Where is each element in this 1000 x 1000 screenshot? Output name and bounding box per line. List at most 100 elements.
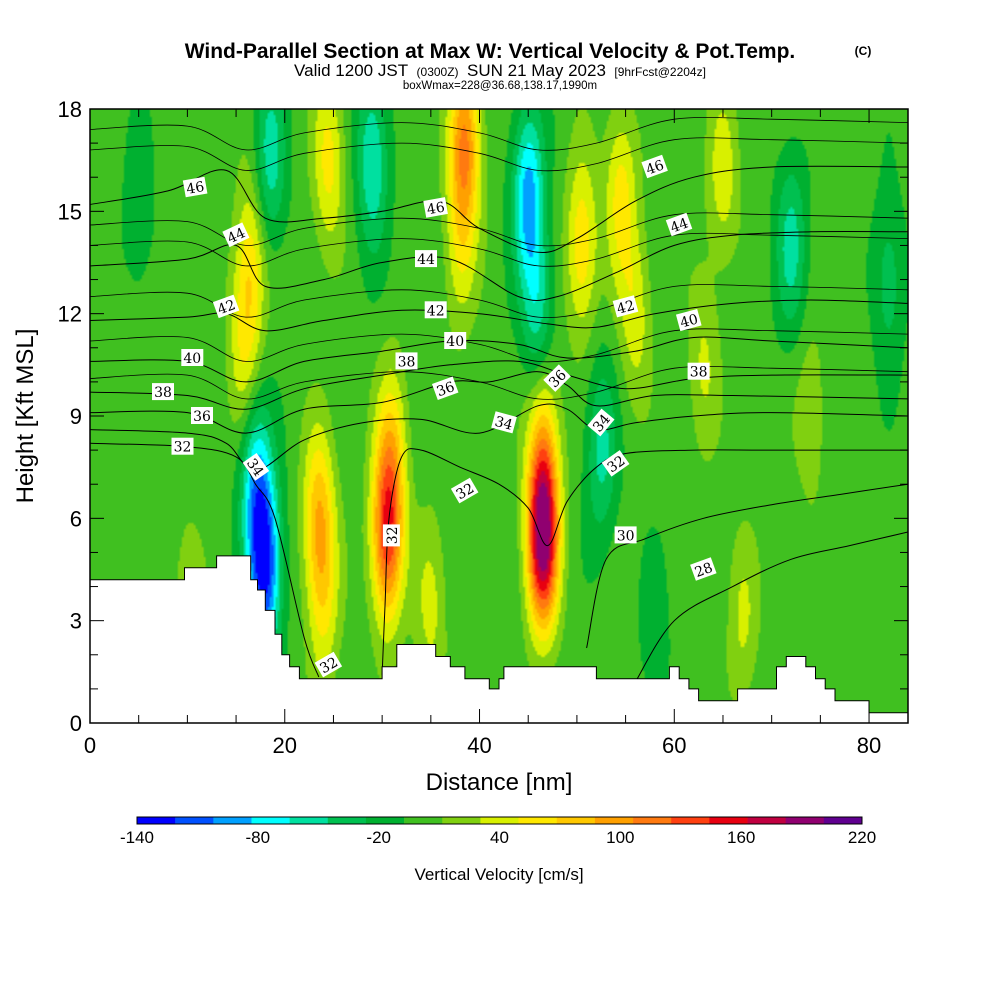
contour-label-extra-1: 44	[415, 250, 437, 268]
colorbar-segment	[671, 817, 710, 824]
contour-label-box	[222, 222, 250, 248]
contour-label-text: 38	[690, 365, 708, 381]
y-tick-label: 0	[70, 711, 82, 736]
colorbar-segment	[594, 817, 634, 824]
theta-contour-28	[634, 531, 908, 683]
contour-label-text: 42	[615, 298, 636, 318]
colorbar-segment	[556, 817, 596, 824]
contour-label-box	[612, 295, 639, 318]
colorbar-segment	[289, 817, 329, 824]
theta-contour-32	[381, 448, 908, 676]
contour-label-extra-7: 32	[450, 477, 479, 504]
contour-label-extra-16: 32	[314, 651, 343, 678]
theta-contour-38	[90, 360, 908, 410]
contour-label-32: 32	[382, 524, 401, 547]
theta-contour-minor	[90, 116, 908, 151]
contour-label-40: 40	[181, 349, 204, 367]
contour-label-box	[614, 526, 637, 544]
contour-label-box	[641, 154, 668, 179]
contour-label-text: 32	[317, 654, 340, 677]
contour-label-box	[314, 651, 343, 678]
contour-label-extra-3: 40	[444, 332, 467, 350]
contour-label-text: 46	[644, 157, 666, 178]
contour-label-text: 44	[668, 215, 690, 236]
contour-label-text: 32	[385, 526, 401, 544]
contour-label-text: 44	[417, 252, 435, 268]
contour-label-text: 34	[493, 414, 514, 434]
contour-label-box	[424, 301, 447, 319]
colorbar-segment	[327, 817, 367, 824]
x-tick-label: 20	[273, 733, 297, 758]
contour-label-box	[181, 349, 204, 366]
colorbar-segment	[823, 817, 863, 824]
contour-label-box	[395, 352, 418, 370]
chart-subtitle: Valid 1200 JST (0300Z) SUN 21 May 2023 […	[294, 61, 706, 80]
x-axis-title: Distance [nm]	[426, 769, 573, 796]
contour-label-28: 28	[690, 557, 717, 581]
theta-contour-minor	[90, 328, 908, 363]
colorbar-tick-label: -20	[366, 828, 391, 847]
colorbar-tick-labels: -140 -80 -20 40 100 160 220	[120, 828, 876, 847]
colorbar-segment	[404, 817, 443, 824]
theta-contour-minor	[90, 137, 908, 172]
contour-label-box	[687, 362, 710, 380]
colorbar-segment	[365, 817, 405, 824]
x-tick-label: 80	[857, 733, 881, 758]
contour-label-text: 38	[398, 354, 416, 370]
contour-label-32: 32	[171, 437, 194, 456]
contour-label-box	[431, 376, 459, 400]
contour-label-38: 38	[152, 383, 174, 401]
contour-label-box	[212, 294, 240, 319]
contour-label-text: 44	[225, 225, 248, 247]
contour-label-box	[601, 450, 630, 477]
colorbar-segment	[633, 817, 672, 824]
contour-label-46: 46	[182, 176, 208, 198]
contour-label-extra-2: 42	[424, 301, 447, 319]
colorbar-segment	[137, 817, 176, 824]
y-tick-label: 3	[70, 609, 82, 634]
y-tick-label: 12	[58, 302, 82, 327]
theta-contour-minor	[90, 365, 908, 400]
contour-label-extra-14: 40	[675, 308, 702, 332]
colorbar-tick-label: -80	[246, 828, 271, 847]
y-axis-title: Height [Kft MSL]	[12, 329, 39, 504]
contour-label-text: 38	[154, 385, 172, 401]
contour-label-box	[675, 308, 702, 332]
colorbar-segment	[747, 817, 786, 824]
contour-label-box	[152, 383, 174, 401]
contour-label-extra-12: 44	[665, 212, 693, 237]
theta-contour-34	[90, 403, 908, 472]
contour-label-text: 40	[678, 311, 699, 331]
colorbar-tick-label: 100	[606, 828, 634, 847]
contour-label-box	[415, 250, 437, 268]
contour-label-30: 30	[614, 526, 637, 544]
contour-label-text: 30	[617, 528, 635, 544]
contour-label-box	[382, 524, 400, 547]
contour-label-text: 46	[185, 179, 205, 198]
y-tick-label: 15	[58, 199, 82, 224]
contour-label-extra-13: 42	[612, 295, 639, 318]
colorbar-title: Vertical Velocity [cm/s]	[414, 865, 583, 884]
copyright-mark: (C)	[855, 44, 872, 58]
colorbar-segment	[785, 817, 825, 824]
y-tick-label: 6	[70, 506, 82, 531]
colorbar-segment	[709, 817, 748, 824]
x-tick-label: 0	[84, 733, 96, 758]
x-tick-label: 40	[467, 733, 491, 758]
axis-ticks	[89, 108, 908, 724]
subtitle-zulu: (0300Z)	[417, 65, 459, 79]
contour-label-text: 42	[427, 303, 445, 319]
x-tick-labels: 0 20 40 60 80	[84, 733, 881, 758]
contour-label-44: 44	[222, 222, 250, 248]
colorbar-outline	[136, 816, 863, 825]
chart-subtitle-2: boxWmax=228@36.68,138.17,1990m	[403, 80, 597, 92]
contour-label-extra-0: 46	[423, 197, 448, 218]
contour-label-text: 32	[174, 440, 192, 456]
contour-label-extra-4: 38	[395, 352, 418, 370]
contour-label-text: 32	[454, 480, 477, 503]
theta-contour-40	[90, 336, 908, 383]
theta-contour-30	[586, 483, 908, 649]
colorbar-tick-label: 40	[490, 828, 509, 847]
colorbar	[136, 816, 863, 825]
